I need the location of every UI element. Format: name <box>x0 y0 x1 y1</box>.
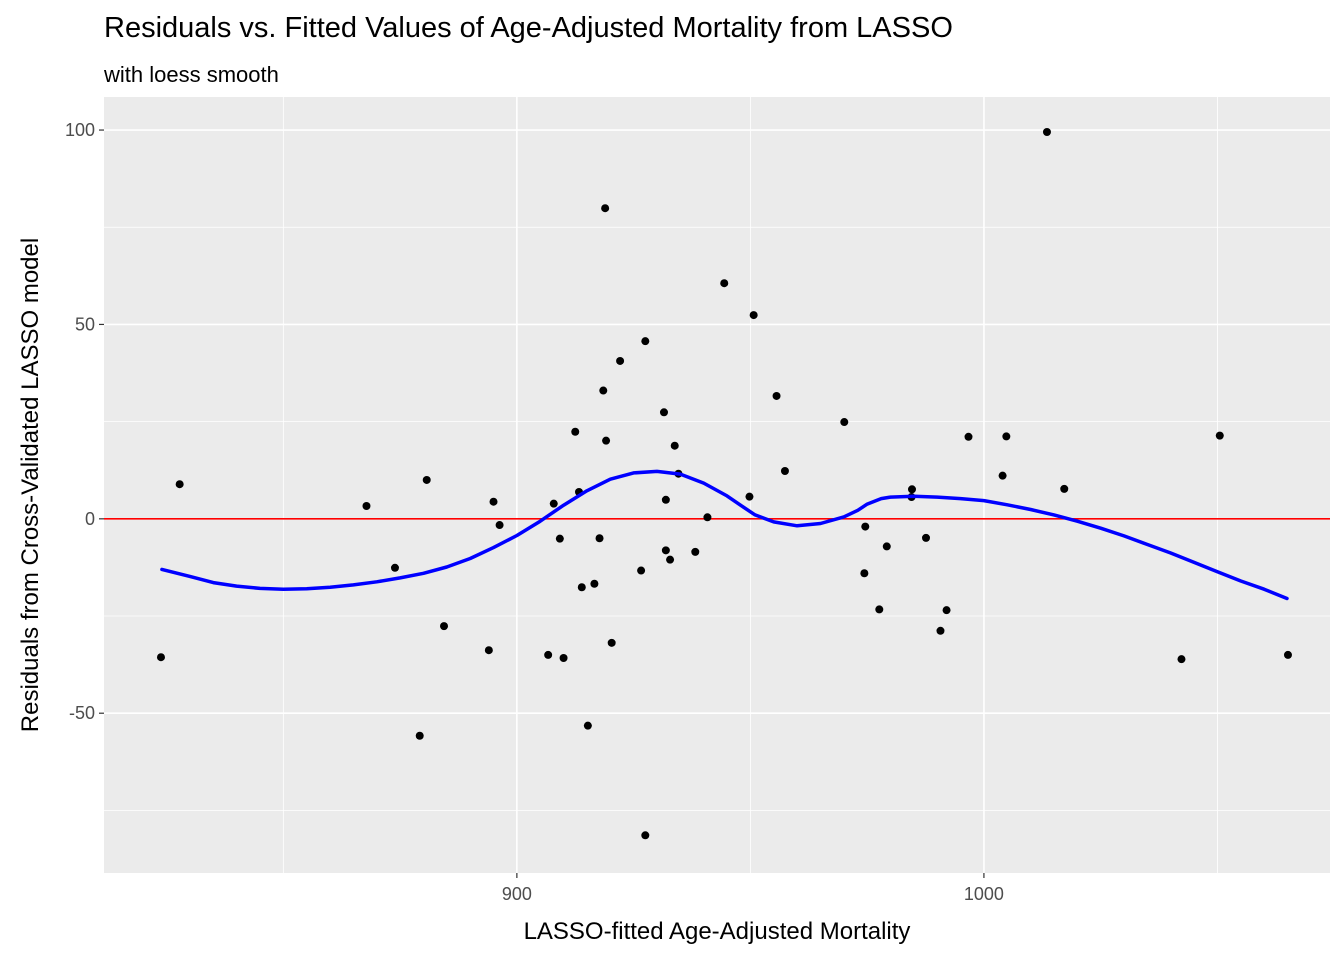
y-tick-label: -50 <box>69 703 95 723</box>
data-point <box>641 831 650 840</box>
data-point <box>599 386 608 395</box>
data-point <box>749 311 758 320</box>
data-point <box>390 563 399 572</box>
data-point <box>861 522 870 531</box>
data-point <box>595 534 604 543</box>
y-tick-label: 0 <box>85 509 95 529</box>
y-axis-title: Residuals from Cross-Validated LASSO mod… <box>17 238 44 732</box>
data-point <box>875 605 884 614</box>
data-point <box>601 204 610 213</box>
data-point <box>549 499 558 508</box>
data-point <box>882 542 891 551</box>
data-point <box>544 650 553 659</box>
data-point <box>661 546 670 555</box>
y-tick-label: 100 <box>65 120 95 140</box>
data-point <box>571 427 580 436</box>
data-point <box>1177 655 1186 664</box>
data-point <box>489 497 498 506</box>
plot-panel <box>104 97 1330 873</box>
data-point <box>156 653 165 662</box>
data-point <box>720 279 729 288</box>
data-point <box>745 492 754 501</box>
data-point <box>1042 127 1051 136</box>
chart-subtitle: with loess smooth <box>104 62 279 87</box>
data-point <box>907 485 916 494</box>
data-point <box>1215 431 1224 440</box>
data-point <box>1060 484 1069 493</box>
data-point <box>703 513 712 522</box>
data-point <box>1283 650 1292 659</box>
data-point <box>602 436 611 445</box>
data-point <box>555 534 564 543</box>
data-point <box>577 583 586 592</box>
data-point <box>670 441 679 450</box>
data-point <box>495 521 504 530</box>
data-point <box>607 638 616 647</box>
data-point <box>422 475 431 484</box>
data-point <box>860 569 869 578</box>
data-point <box>362 501 371 510</box>
data-point <box>637 566 646 575</box>
data-point <box>1002 432 1011 441</box>
data-point <box>583 721 592 730</box>
data-point <box>922 533 931 542</box>
data-point <box>942 606 951 615</box>
x-axis-title: LASSO-fitted Age-Adjusted Mortality <box>524 918 911 945</box>
data-point <box>772 391 781 400</box>
data-point <box>440 622 449 631</box>
data-point <box>415 731 424 740</box>
data-point <box>998 471 1007 480</box>
data-point <box>691 547 700 556</box>
x-tick-label: 1000 <box>964 884 1004 904</box>
data-point <box>964 432 973 441</box>
data-point <box>616 356 625 365</box>
loess-smooth-line <box>160 469 1289 601</box>
data-point <box>840 418 849 427</box>
data-point <box>559 654 568 663</box>
chart-title: Residuals vs. Fitted Values of Age-Adjus… <box>104 12 953 44</box>
data-point <box>936 626 945 635</box>
data-point <box>484 646 493 655</box>
data-point <box>175 480 184 489</box>
data-point <box>661 495 670 504</box>
data-point <box>659 408 668 417</box>
x-tick-label: 900 <box>502 884 532 904</box>
data-point <box>641 337 650 346</box>
y-tick-label: 50 <box>75 314 95 334</box>
data-point <box>666 555 675 564</box>
data-point <box>780 467 789 476</box>
data-point <box>590 579 599 588</box>
